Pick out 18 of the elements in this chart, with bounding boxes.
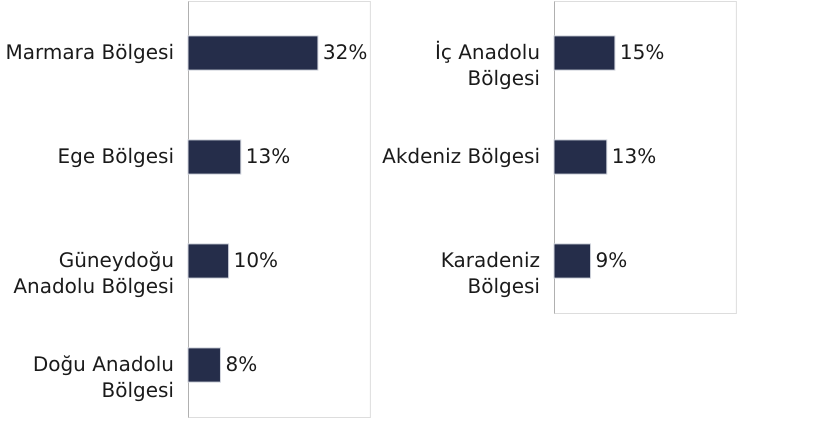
bar (188, 139, 242, 175)
y-tick-label: Doğu Anadolu Bölgesi (32, 352, 174, 402)
data-label: 15% (620, 40, 664, 64)
data-label: 9% (596, 248, 628, 272)
data-label: 32% (322, 40, 368, 64)
data-label: 13% (612, 144, 656, 168)
y-tick-label: Ege Bölgesi (58, 144, 174, 168)
bar (188, 243, 230, 279)
data-label: 8% (225, 352, 258, 376)
bar (188, 35, 318, 71)
y-tick-label: Akdeniz Bölgesi (382, 144, 540, 168)
data-label: 13% (246, 144, 290, 168)
data-label: 10% (234, 248, 278, 272)
bar (188, 347, 221, 383)
y-tick-label: Karadeniz Bölgesi (440, 248, 540, 298)
y-tick-label: İç Anadolu Bölgesi (434, 40, 540, 90)
y-tick-label: Marmara Bölgesi (6, 40, 174, 64)
y-tick-label: Güneydoğu Anadolu Bölgesi (13, 248, 174, 298)
